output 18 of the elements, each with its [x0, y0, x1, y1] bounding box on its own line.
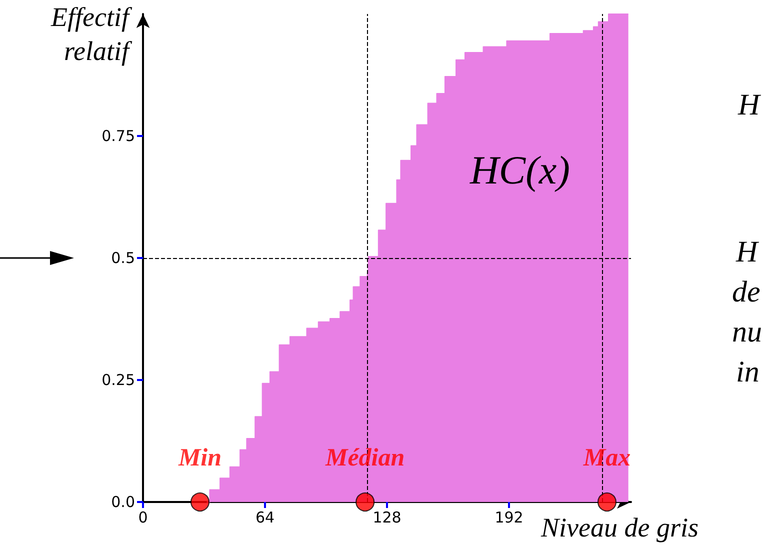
text: H: [737, 88, 762, 122]
text: nu: [732, 316, 762, 348]
text: H: [735, 236, 760, 268]
y-tick-label: 0.75: [102, 127, 135, 145]
text: de: [732, 276, 760, 308]
x-axis-title: Niveau de gris: [540, 512, 698, 542]
y-axis-title: Effectif relatif: [50, 2, 132, 66]
annotation: HC(x): [469, 148, 570, 192]
y-tick-label: 0.25: [102, 371, 135, 389]
data-label: Min: [177, 444, 222, 472]
x-tick-label: 192: [494, 508, 524, 526]
x-tick-label: 128: [372, 508, 402, 526]
data-label: Médian: [324, 444, 405, 472]
y-tick-label: 0.0: [111, 493, 135, 511]
y-tick-label: 0.5: [111, 249, 135, 267]
text: in: [736, 356, 760, 388]
x-tick-label: 0: [138, 508, 148, 526]
x-tick-label: 64: [255, 508, 275, 526]
